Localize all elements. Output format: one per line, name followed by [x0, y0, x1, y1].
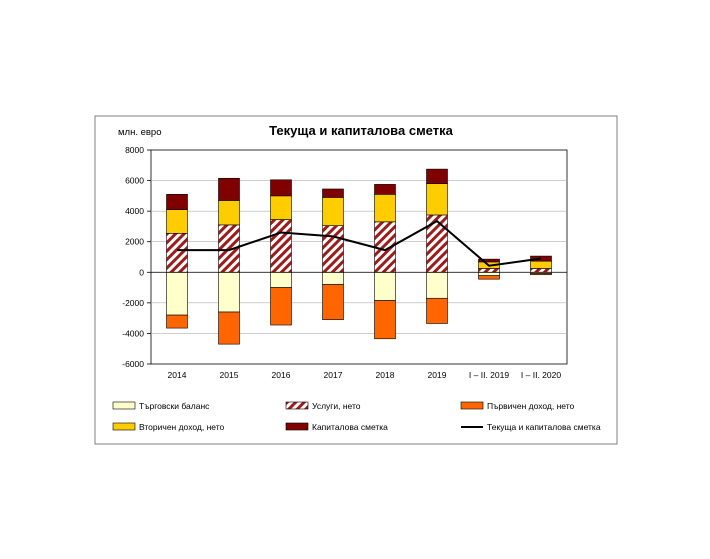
bar-segment	[218, 311, 240, 345]
legend-swatch	[285, 401, 309, 410]
bar-segment	[270, 179, 292, 197]
y-tick-label: -6000	[122, 359, 144, 369]
y-tick-label: -2000	[122, 298, 144, 308]
bar-segment	[478, 258, 500, 263]
y-tick-label: 6000	[125, 176, 144, 186]
legend-swatch	[112, 422, 136, 431]
y-unit-label: млн. евро	[118, 127, 162, 138]
bar-segment	[426, 168, 448, 184]
bar-segment	[478, 268, 500, 273]
bar-segment	[270, 271, 292, 288]
bar-segment	[218, 271, 240, 313]
bar-segment	[270, 195, 292, 220]
bar-segment	[374, 184, 396, 195]
bar-segment	[166, 314, 188, 329]
bar-segment	[374, 271, 396, 301]
bar-segment	[322, 188, 344, 198]
x-tick-label: 2015	[220, 370, 239, 380]
x-tick-label: 2014	[168, 370, 187, 380]
bar-segment	[166, 271, 188, 316]
bar-segment	[530, 273, 552, 276]
bar-segment	[426, 214, 448, 273]
bar-segment	[218, 200, 240, 226]
bar-segment	[374, 300, 396, 340]
bar-segment	[166, 233, 188, 273]
bar-segment	[530, 268, 552, 273]
bar-segment	[426, 297, 448, 324]
legend-swatch	[285, 422, 309, 431]
x-tick-label: 2016	[272, 370, 291, 380]
bar-segment	[166, 194, 188, 210]
bar-segment	[426, 183, 448, 216]
legend-label: Вторичен доход, нето	[139, 422, 225, 432]
x-tick-label: 2017	[324, 370, 343, 380]
y-tick-label: -4000	[122, 328, 144, 338]
total-line-series	[177, 219, 542, 267]
y-tick-label: 0	[139, 267, 144, 277]
legend-label: Първичен доход, нето	[487, 401, 575, 411]
bar-segment	[530, 260, 552, 269]
bar-segment	[270, 287, 292, 326]
legend-label: Текуща и капиталова сметка	[487, 422, 601, 432]
bar-segment	[270, 219, 292, 273]
x-tick-label: I – II. 2019	[469, 370, 509, 380]
legend-swatch	[112, 401, 136, 410]
x-tick-label: 2019	[428, 370, 447, 380]
bar-segment	[478, 271, 500, 276]
bar-segment	[166, 209, 188, 234]
bar-segment	[322, 197, 344, 226]
legend-label: Търговски баланс	[139, 401, 210, 411]
bar-segment	[374, 194, 396, 223]
legend-swatch	[460, 401, 484, 410]
bar-segment	[426, 271, 448, 299]
bar-segment	[478, 275, 500, 280]
y-tick-label: 8000	[125, 145, 144, 155]
plot-area	[150, 149, 568, 365]
y-tick-label: 4000	[125, 206, 144, 216]
legend: Търговски баланс Услуги, нето Първичен дох…	[112, 401, 601, 432]
bar-segment	[218, 177, 240, 201]
legend-label: Капиталова сметка	[312, 422, 388, 432]
bar-segment	[322, 284, 344, 320]
x-tick-label: I – II. 2020	[521, 370, 561, 380]
chart-title: Текуща и капиталова сметка	[269, 123, 453, 138]
x-tick-label: 2018	[376, 370, 395, 380]
bar-segment	[322, 225, 344, 273]
legend-label: Услуги, нето	[312, 401, 361, 411]
y-tick-label: 2000	[125, 237, 144, 247]
bar-segment	[322, 271, 344, 285]
